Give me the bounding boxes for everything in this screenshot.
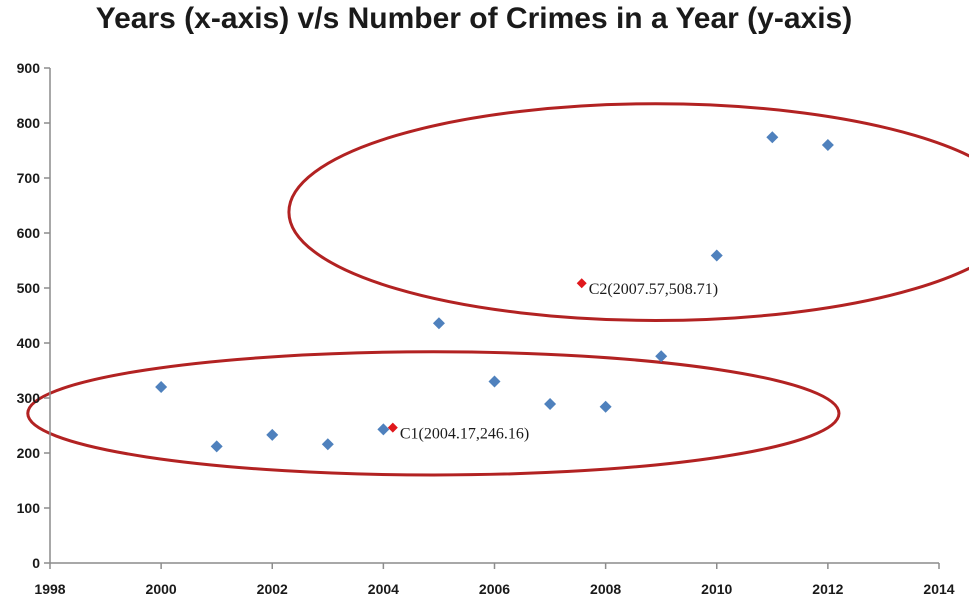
data-point <box>155 381 168 393</box>
x-tick-label: 2008 <box>590 581 621 597</box>
x-tick-label: 2004 <box>368 581 399 597</box>
x-tick-label: 2002 <box>257 581 288 597</box>
y-tick-label: 600 <box>17 225 41 241</box>
x-tick-label: 2000 <box>146 581 177 597</box>
data-point <box>710 249 723 262</box>
data-point <box>821 139 834 151</box>
y-tick-label: 300 <box>17 390 41 406</box>
x-tick-label: 1998 <box>34 581 65 597</box>
data-point <box>266 428 279 441</box>
data-point <box>599 400 612 413</box>
y-tick-label: 800 <box>17 115 41 131</box>
data-point <box>432 317 445 330</box>
data-points <box>155 131 834 453</box>
data-point <box>488 375 501 388</box>
data-point <box>321 438 334 451</box>
centroid-point-1 <box>387 422 398 433</box>
centroid-label-2: C2(2007.57,508.71) <box>589 281 718 298</box>
centroid-point-2 <box>576 278 587 289</box>
data-point <box>377 423 390 436</box>
data-point <box>766 131 779 144</box>
data-point <box>544 398 557 411</box>
y-tick-label: 700 <box>17 170 41 186</box>
y-tick-label: 400 <box>17 335 41 351</box>
data-point <box>210 440 223 453</box>
x-tick-label: 2014 <box>923 581 954 597</box>
cluster-ellipse-1 <box>26 350 841 477</box>
y-tick-label: 200 <box>17 445 41 461</box>
x-tick-label: 2012 <box>812 581 843 597</box>
y-tick-label: 0 <box>32 555 40 571</box>
chart-title: Years (x-axis) v/s Number of Crimes in a… <box>96 2 852 35</box>
x-tick-label: 2010 <box>701 581 732 597</box>
centroid-label-1: C1(2004.17,246.16) <box>400 426 529 443</box>
centroids: C1(2004.17,246.16) C2(2007.57,508.71) <box>387 278 718 443</box>
cluster-ellipse-2 <box>287 102 969 322</box>
cluster-ellipses <box>26 102 969 477</box>
y-tick-label: 900 <box>17 60 41 76</box>
data-point <box>655 350 668 363</box>
x-tick-label: 2006 <box>479 581 510 597</box>
y-tick-label: 500 <box>17 280 41 296</box>
y-tick-label: 100 <box>17 500 41 516</box>
axes: 0 100 200 300 400 500 600 700 800 900 1998 2000 2002… <box>17 60 955 597</box>
